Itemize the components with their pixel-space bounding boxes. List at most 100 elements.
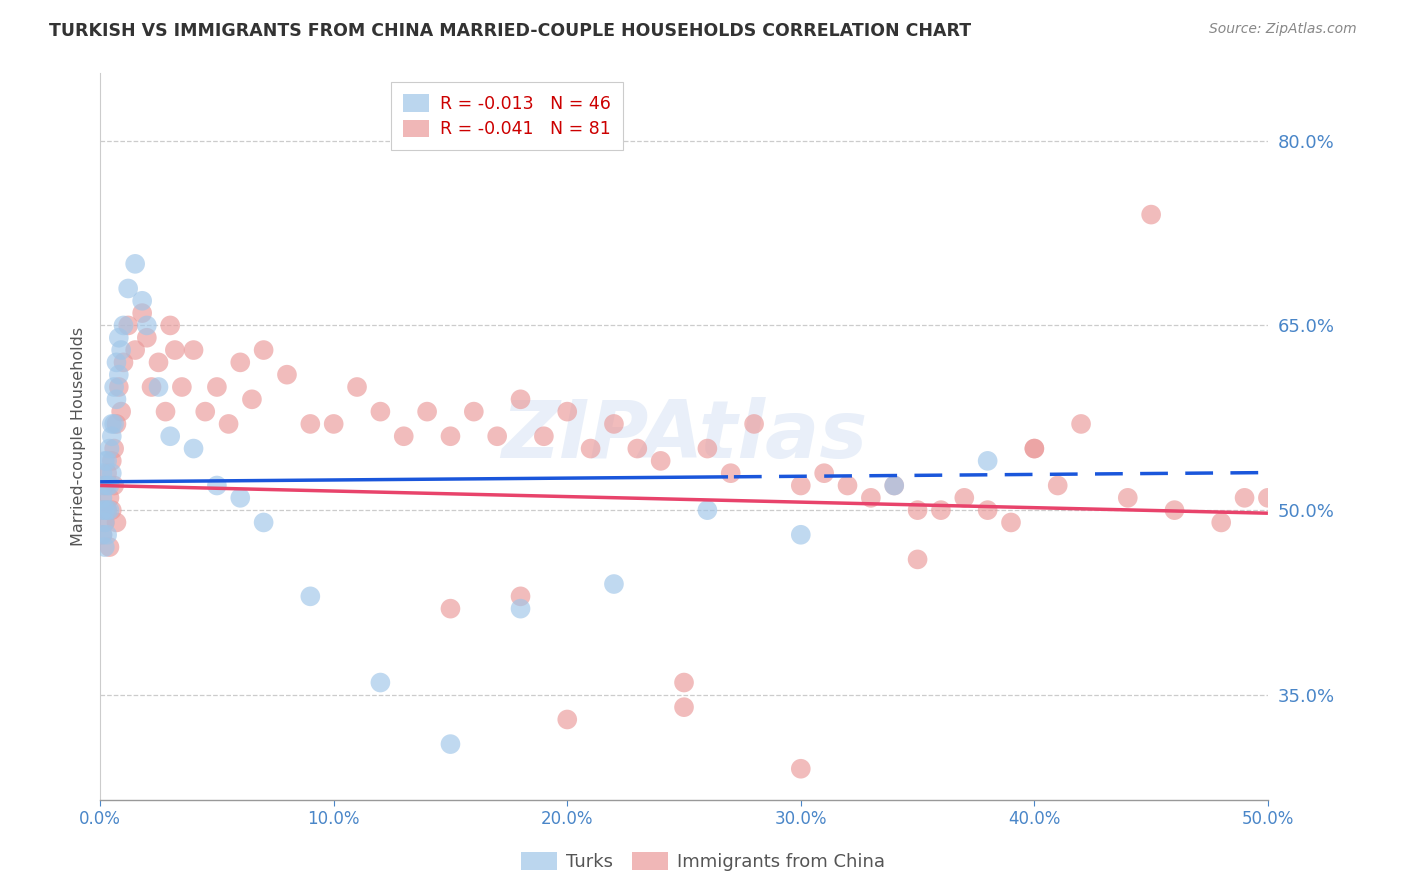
Point: [240, 392, 263, 407]
Point: [112, 355, 135, 369]
Point: [91, 466, 114, 480]
Point: [94, 478, 117, 492]
Point: [696, 442, 718, 456]
Point: [859, 491, 882, 505]
Point: [105, 392, 128, 407]
Point: [103, 380, 125, 394]
Text: TURKISH VS IMMIGRANTS FROM CHINA MARRIED-COUPLE HOUSEHOLDS CORRELATION CHART: TURKISH VS IMMIGRANTS FROM CHINA MARRIED…: [49, 22, 972, 40]
Point: [218, 417, 240, 431]
Point: [416, 404, 439, 418]
Point: [1024, 442, 1046, 456]
Point: [183, 442, 205, 456]
Point: [112, 318, 135, 333]
Point: [509, 392, 531, 407]
Point: [742, 417, 765, 431]
Point: [790, 478, 813, 492]
Point: [439, 601, 461, 615]
Point: [94, 454, 117, 468]
Point: [205, 478, 228, 492]
Point: [105, 516, 128, 530]
Point: [299, 590, 322, 604]
Point: [98, 478, 121, 492]
Point: [976, 454, 998, 468]
Point: [229, 491, 252, 505]
Point: [603, 417, 626, 431]
Point: [108, 380, 131, 394]
Point: [110, 404, 132, 418]
Point: [1046, 478, 1069, 492]
Point: [117, 281, 139, 295]
Point: [141, 380, 163, 394]
Point: [103, 442, 125, 456]
Point: [96, 503, 118, 517]
Point: [837, 478, 859, 492]
Point: [555, 404, 578, 418]
Point: [131, 293, 153, 308]
Point: [155, 404, 177, 418]
Point: [148, 380, 170, 394]
Point: [252, 343, 274, 357]
Point: [929, 503, 952, 517]
Point: [159, 318, 181, 333]
Point: [229, 355, 252, 369]
Point: [98, 442, 121, 456]
Point: [907, 503, 929, 517]
Y-axis label: Married-couple Households: Married-couple Households: [72, 326, 86, 546]
Point: [1233, 491, 1256, 505]
Point: [1211, 516, 1233, 530]
Point: [103, 478, 125, 492]
Point: [94, 516, 117, 530]
Point: [108, 368, 131, 382]
Point: [673, 700, 696, 714]
Point: [96, 528, 118, 542]
Point: [1024, 442, 1046, 456]
Point: [101, 466, 124, 480]
Point: [205, 380, 228, 394]
Point: [96, 454, 118, 468]
Point: [98, 503, 121, 517]
Point: [101, 417, 124, 431]
Point: [720, 466, 742, 480]
Text: ZIPAtlas: ZIPAtlas: [501, 397, 868, 475]
Point: [103, 417, 125, 431]
Legend: Turks, Immigrants from China: Turks, Immigrants from China: [515, 846, 891, 879]
Point: [148, 355, 170, 369]
Point: [194, 404, 217, 418]
Point: [131, 306, 153, 320]
Point: [135, 318, 157, 333]
Point: [883, 478, 905, 492]
Point: [135, 331, 157, 345]
Point: [322, 417, 344, 431]
Point: [98, 540, 121, 554]
Point: [91, 528, 114, 542]
Point: [1070, 417, 1092, 431]
Point: [101, 429, 124, 443]
Point: [159, 429, 181, 443]
Point: [626, 442, 648, 456]
Point: [370, 675, 392, 690]
Point: [276, 368, 298, 382]
Point: [509, 590, 531, 604]
Point: [509, 601, 531, 615]
Point: [696, 503, 718, 517]
Point: [907, 552, 929, 566]
Point: [98, 491, 121, 505]
Point: [392, 429, 415, 443]
Point: [883, 478, 905, 492]
Point: [252, 516, 274, 530]
Point: [813, 466, 835, 480]
Point: [790, 528, 813, 542]
Point: [91, 528, 114, 542]
Point: [1116, 491, 1139, 505]
Point: [94, 540, 117, 554]
Point: [91, 503, 114, 517]
Point: [96, 503, 118, 517]
Point: [163, 343, 186, 357]
Point: [170, 380, 193, 394]
Point: [603, 577, 626, 591]
Point: [105, 355, 128, 369]
Point: [94, 503, 117, 517]
Point: [579, 442, 602, 456]
Point: [673, 675, 696, 690]
Point: [91, 503, 114, 517]
